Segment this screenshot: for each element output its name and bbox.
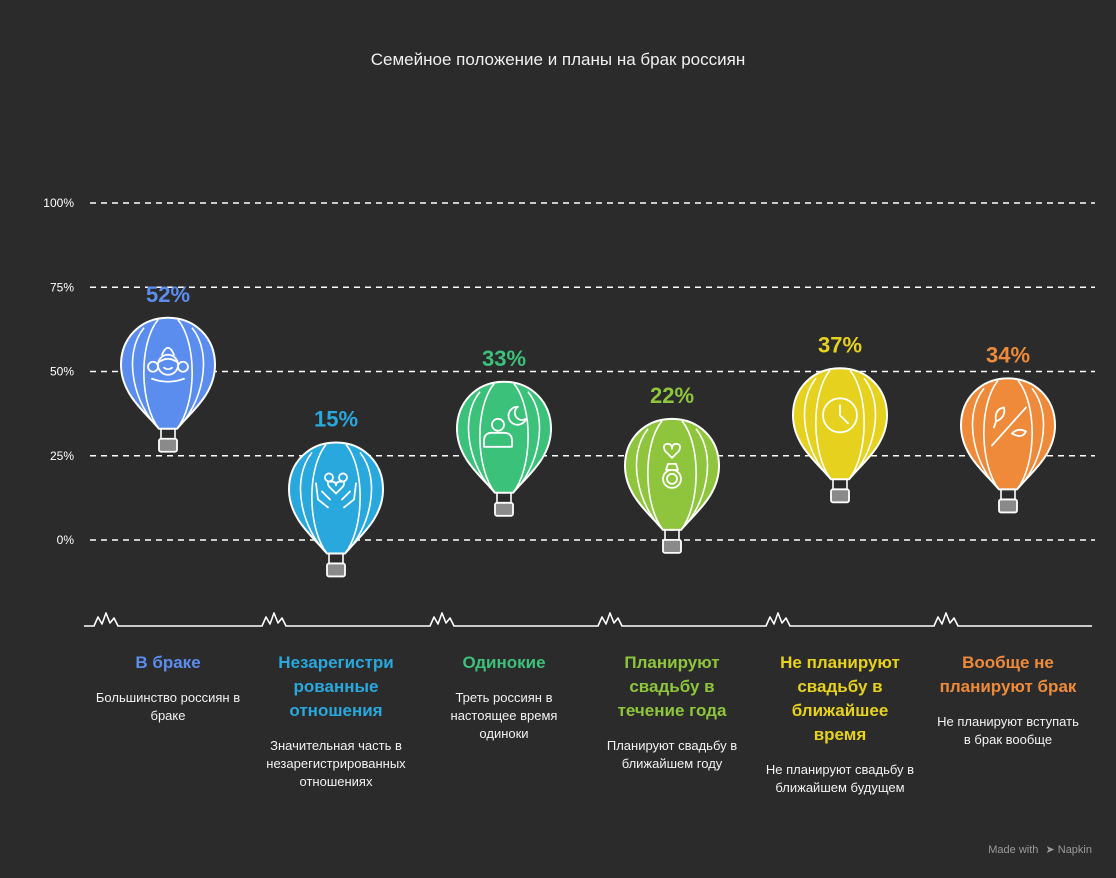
category-block: Незарегистри рованные отношения Значитель… bbox=[261, 651, 411, 791]
napkin-logo-icon: ➤ bbox=[1045, 844, 1055, 856]
balloon: 52% bbox=[119, 282, 217, 453]
category-block: В браке Большинство россиян в браке bbox=[93, 651, 243, 725]
category-description: Планируют свадьбу в ближайшем году bbox=[606, 738, 738, 771]
balloon-envelope bbox=[287, 441, 385, 555]
napkin-brand: Napkin bbox=[1057, 844, 1092, 856]
category-description: Не планируют свадьбу в ближайшем будущем bbox=[765, 762, 915, 795]
value-label: 33% bbox=[482, 346, 526, 371]
basket bbox=[998, 498, 1018, 514]
y-tick-label: 0% bbox=[57, 533, 75, 547]
category-block: Вообще не планируют брак Не планируют вст… bbox=[933, 651, 1083, 749]
ground-line bbox=[84, 612, 1092, 627]
balloon-envelope bbox=[455, 380, 553, 494]
no-marriage-icon bbox=[991, 406, 1027, 447]
category-block: Планируют свадьбу в течение года Планирую… bbox=[597, 651, 747, 773]
made-with-credit: Made with ➤ Napkin bbox=[988, 843, 1092, 856]
basket bbox=[830, 488, 850, 504]
balloons: 52% 15% 33% 22% 37% 34% bbox=[119, 282, 1057, 578]
clock-icon bbox=[822, 397, 858, 434]
balloon: 15% bbox=[287, 406, 385, 578]
value-label: 15% bbox=[314, 406, 358, 431]
category-block: Одинокие Треть россиян в настоящее время … bbox=[429, 651, 579, 743]
y-tick-label: 100% bbox=[43, 196, 74, 210]
balloon-gores bbox=[635, 420, 709, 531]
value-label: 34% bbox=[986, 342, 1030, 367]
person-moon-icon bbox=[483, 405, 527, 448]
category-label: Не планируют свадьбу в ближайшее время bbox=[780, 653, 900, 744]
category-description: Не планируют вступать в брак вообще bbox=[937, 714, 1079, 747]
category-block: Не планируют свадьбу в ближайшее время Не… bbox=[765, 651, 915, 797]
value-label: 52% bbox=[146, 282, 190, 307]
made-with-text: Made with bbox=[988, 844, 1039, 856]
balloon: 37% bbox=[791, 332, 889, 504]
category-label: В браке bbox=[135, 653, 201, 672]
basket bbox=[494, 501, 514, 517]
balloon-gores bbox=[131, 319, 205, 430]
balloon-envelope bbox=[119, 316, 217, 430]
balloon: 33% bbox=[455, 346, 553, 517]
ring-heart-icon bbox=[662, 442, 682, 489]
y-tick-label: 50% bbox=[50, 365, 74, 379]
category-description: Треть россиян в настоящее время одиноки bbox=[450, 690, 558, 741]
y-tick-label: 75% bbox=[50, 280, 74, 294]
ground-path bbox=[84, 612, 1092, 627]
balloon-gores bbox=[971, 379, 1045, 490]
family-icon bbox=[147, 346, 189, 383]
basket bbox=[662, 538, 682, 554]
balloon: 22% bbox=[623, 383, 721, 554]
balloon-envelope bbox=[959, 377, 1057, 491]
hands-heart-icon bbox=[315, 472, 357, 509]
basket bbox=[158, 437, 178, 453]
category-label: Одинокие bbox=[462, 653, 546, 672]
y-tick-label: 25% bbox=[50, 449, 74, 463]
category-label: Незарегистри рованные отношения bbox=[278, 653, 394, 720]
category-description: Большинство россиян в браке bbox=[95, 690, 241, 723]
basket bbox=[326, 562, 346, 578]
balloon-gores bbox=[467, 383, 541, 494]
value-label: 37% bbox=[818, 332, 862, 357]
balloon-gores bbox=[299, 443, 373, 555]
category-description: Значительная часть в незарегистрированны… bbox=[266, 738, 406, 789]
value-label: 22% bbox=[650, 383, 694, 408]
balloon: 34% bbox=[959, 342, 1057, 514]
balloon-envelope bbox=[791, 367, 889, 481]
category-label: Вообще не планируют брак bbox=[939, 653, 1077, 696]
category-label: Планируют свадьбу в течение года bbox=[617, 653, 727, 720]
grid-lines: 0% 25% 50% 75% 100% bbox=[43, 196, 1095, 547]
chart-title: Семейное положение и планы на брак росси… bbox=[370, 50, 746, 69]
balloon-gores bbox=[803, 369, 877, 480]
